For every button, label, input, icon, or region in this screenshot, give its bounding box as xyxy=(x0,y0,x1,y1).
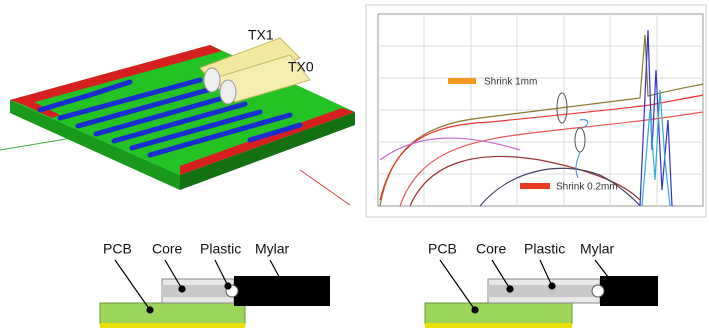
cross-section: PCB Core Plastic Mylar xyxy=(99,241,330,328)
legend-swatch xyxy=(448,78,476,84)
pcb-render: TX1 TX0 xyxy=(0,27,355,206)
leaders xyxy=(439,259,616,314)
leaders xyxy=(114,259,286,314)
cross-section: PCB Core Plastic Mylar xyxy=(424,241,658,328)
pcb-base xyxy=(425,323,572,328)
plot: Shrink 1mm Shrink 0.2mm xyxy=(365,4,707,218)
traces xyxy=(37,77,303,158)
cable-label: TX0 xyxy=(288,59,314,75)
board-side xyxy=(180,112,355,190)
board-side xyxy=(10,100,180,190)
label: Mylar xyxy=(255,241,290,257)
pcb xyxy=(424,302,573,325)
label: Plastic xyxy=(200,241,241,257)
mylar xyxy=(600,276,658,306)
label: PCB xyxy=(103,241,132,257)
curves xyxy=(379,29,704,207)
label: Plastic xyxy=(524,241,565,257)
cable-label: TX1 xyxy=(248,27,274,43)
label: Core xyxy=(152,241,183,257)
core xyxy=(488,285,598,297)
callout-arrow xyxy=(579,119,589,129)
pcb-base xyxy=(100,323,245,328)
cables xyxy=(199,37,311,105)
annotation: Shrink 0.2mm xyxy=(556,182,618,193)
label: Core xyxy=(476,241,507,257)
red-border xyxy=(180,108,355,175)
label: PCB xyxy=(428,241,457,257)
label: Mylar xyxy=(580,241,615,257)
pcb xyxy=(99,302,246,325)
core xyxy=(162,285,232,297)
grid xyxy=(378,14,703,206)
legend-swatch xyxy=(520,183,550,189)
callout xyxy=(556,92,568,124)
callout-arrow xyxy=(575,151,581,179)
annotation: Shrink 1mm xyxy=(484,77,537,88)
red-border xyxy=(10,45,222,105)
connector xyxy=(591,284,605,298)
axis-line xyxy=(299,169,351,206)
